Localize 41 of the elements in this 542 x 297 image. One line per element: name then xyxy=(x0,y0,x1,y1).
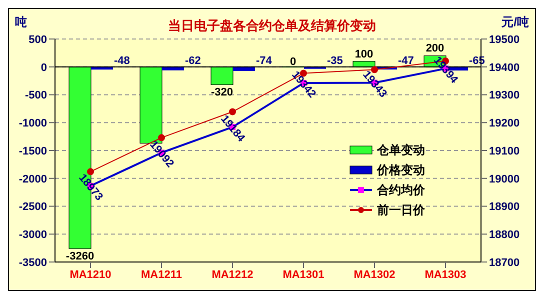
y-axis-title: 吨 xyxy=(15,14,27,31)
data-label: -320 xyxy=(210,86,234,99)
data-label: 0 xyxy=(290,56,296,68)
y-tick-label: -3000 xyxy=(18,229,47,242)
y-tick-label: -1500 xyxy=(18,145,47,158)
data-label: -48 xyxy=(114,54,130,67)
data-label: -62 xyxy=(185,54,201,67)
data-label: 100 xyxy=(354,48,374,60)
data-label: -3260 xyxy=(66,250,94,263)
legend-label: 合约均价 xyxy=(377,182,425,199)
y2-tick-label: 19200 xyxy=(489,118,520,130)
x-tick-label: MA1302 xyxy=(354,268,396,281)
data-label: -74 xyxy=(256,54,273,67)
chart-title: 当日电子盘各合约仓单及结算价变动 xyxy=(168,18,376,33)
x-tick-label: MA1301 xyxy=(282,268,324,281)
y2-tick-label: 19400 xyxy=(489,62,520,74)
data-label: 200 xyxy=(426,42,444,55)
y-tick-label: -2500 xyxy=(18,201,47,214)
y-tick-label: -2000 xyxy=(18,173,47,186)
y-tick-label: 0 xyxy=(40,62,47,74)
legend-label: 前一日价 xyxy=(377,202,425,219)
y-tick-label: -500 xyxy=(24,90,47,102)
y2-tick-label: 18900 xyxy=(489,201,520,214)
y2-tick-label: 18800 xyxy=(489,229,520,242)
y2-tick-label: 18700 xyxy=(489,256,520,269)
y2-tick-label: 19300 xyxy=(489,90,520,102)
y2-tick-label: 19100 xyxy=(489,145,520,158)
data-label: -35 xyxy=(327,54,343,67)
x-tick-label: MA1212 xyxy=(212,268,254,281)
y2-axis-title: 元/吨 xyxy=(502,14,529,31)
legend-label: 价格变动 xyxy=(377,162,425,179)
x-tick-label: MA1211 xyxy=(141,268,182,281)
y-tick-label: -1000 xyxy=(18,118,47,130)
y2-tick-label: 19000 xyxy=(489,173,520,186)
x-tick-label: MA1303 xyxy=(424,268,466,281)
y2-tick-label: 19500 xyxy=(489,34,520,46)
y-tick-label: -3500 xyxy=(18,256,47,269)
y-tick-label: 500 xyxy=(28,34,47,46)
x-tick-label: MA1210 xyxy=(70,268,112,281)
legend-label: 仓单变动 xyxy=(377,142,425,159)
data-label: -47 xyxy=(398,54,414,67)
